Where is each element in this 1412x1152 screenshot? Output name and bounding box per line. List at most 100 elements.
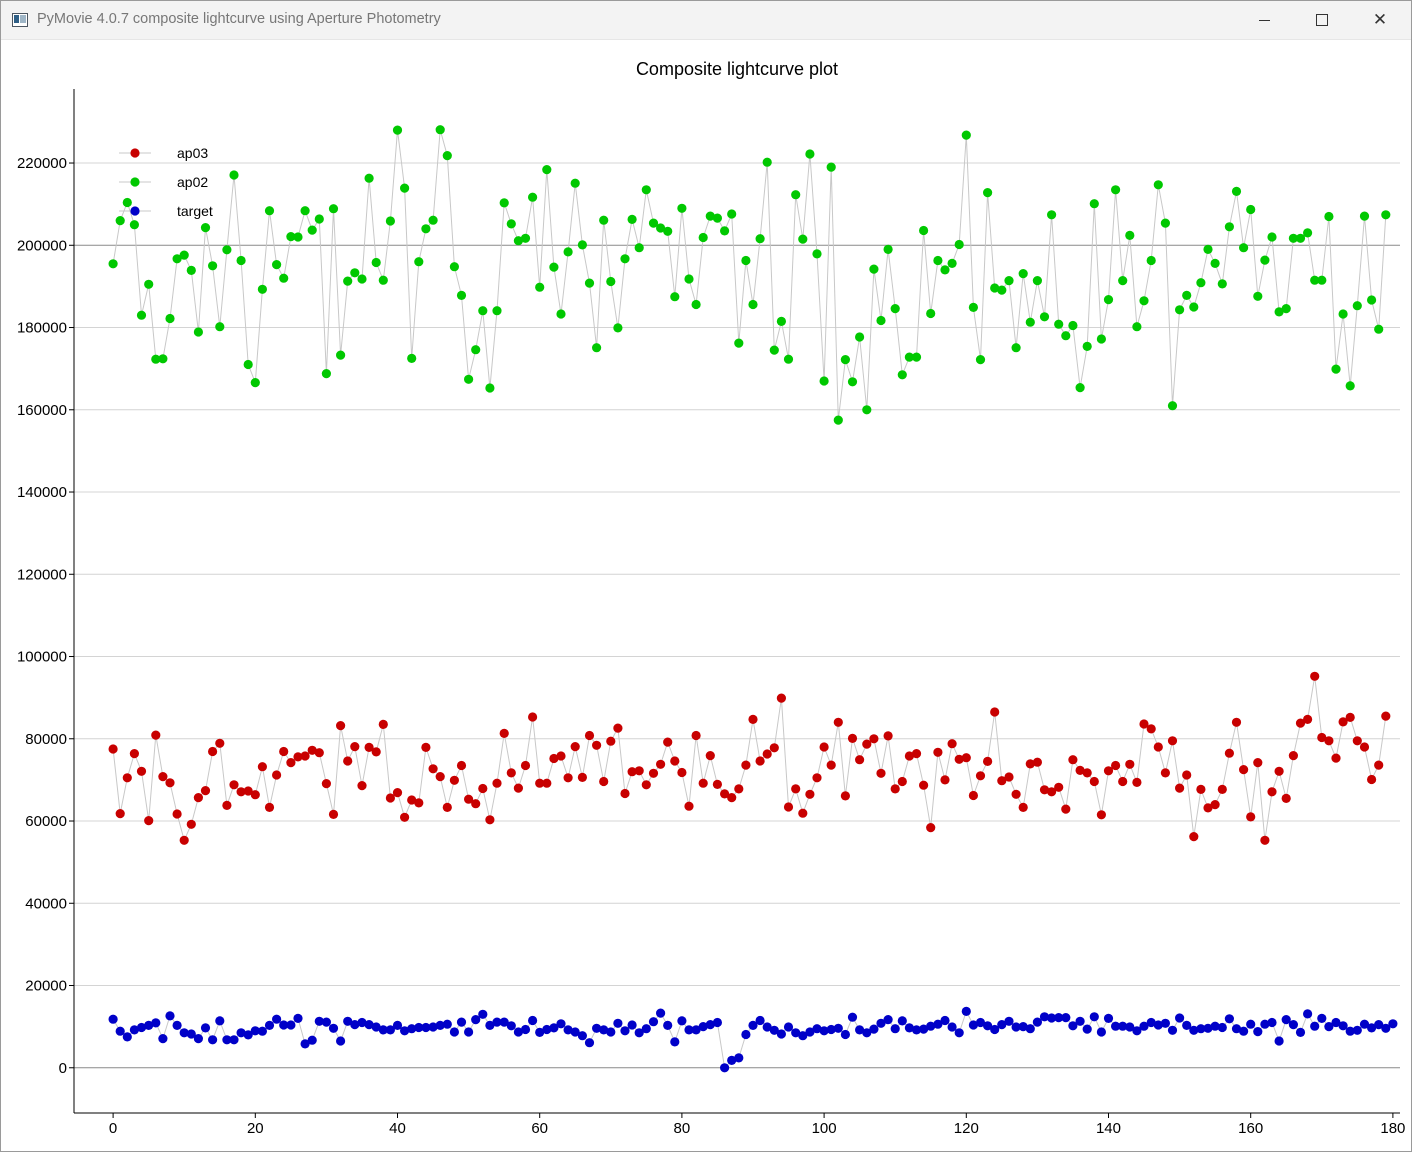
data-point-ap03-101[interactable]: [826, 760, 836, 770]
data-point-ap03-157[interactable]: [1224, 748, 1234, 758]
data-point-target-42[interactable]: [407, 1024, 417, 1034]
data-point-ap02-155[interactable]: [1210, 258, 1220, 268]
data-point-ap03-120[interactable]: [961, 753, 971, 763]
data-point-target-103[interactable]: [840, 1029, 851, 1040]
data-point-ap03-52[interactable]: [478, 783, 488, 794]
data-point-ap02-92[interactable]: [762, 157, 772, 167]
data-point-target-64[interactable]: [563, 1025, 573, 1035]
data-point-target-33[interactable]: [343, 1016, 353, 1026]
data-point-target-180[interactable]: [1388, 1019, 1398, 1029]
data-point-ap02-60[interactable]: [535, 282, 545, 292]
data-point-ap02-15[interactable]: [215, 322, 225, 332]
data-point-ap03-0[interactable]: [108, 744, 118, 754]
data-point-target-46[interactable]: [435, 1020, 445, 1030]
data-point-ap03-125[interactable]: [997, 776, 1007, 786]
data-point-ap02-32[interactable]: [336, 350, 346, 360]
data-point-ap03-15[interactable]: [215, 738, 225, 748]
data-point-ap02-69[interactable]: [599, 215, 609, 225]
data-point-ap02-107[interactable]: [869, 264, 879, 274]
data-point-ap03-144[interactable]: [1132, 777, 1142, 788]
data-point-target-144[interactable]: [1132, 1026, 1142, 1036]
data-point-ap03-140[interactable]: [1103, 766, 1114, 776]
data-point-ap02-31[interactable]: [328, 204, 339, 214]
data-point-target-111[interactable]: [897, 1016, 907, 1026]
data-point-target-20[interactable]: [250, 1026, 260, 1036]
data-point-ap03-134[interactable]: [1061, 804, 1071, 814]
data-point-ap03-91[interactable]: [755, 756, 765, 766]
data-point-ap03-89[interactable]: [741, 760, 751, 770]
data-point-ap02-132[interactable]: [1047, 210, 1057, 220]
data-point-target-93[interactable]: [769, 1025, 779, 1035]
data-point-target-79[interactable]: [670, 1037, 680, 1047]
data-point-target-32[interactable]: [336, 1036, 346, 1046]
data-point-target-10[interactable]: [179, 1028, 189, 1038]
data-point-ap03-150[interactable]: [1175, 783, 1185, 793]
data-point-target-31[interactable]: [328, 1023, 339, 1033]
data-point-ap02-71[interactable]: [613, 323, 623, 333]
data-point-ap03-94[interactable]: [776, 693, 787, 703]
data-point-ap03-145[interactable]: [1139, 719, 1149, 729]
data-point-ap02-172[interactable]: [1331, 364, 1341, 374]
data-point-ap03-13[interactable]: [200, 786, 211, 796]
data-point-target-172[interactable]: [1331, 1017, 1341, 1028]
data-point-ap02-81[interactable]: [684, 274, 694, 284]
data-point-target-19[interactable]: [243, 1030, 253, 1040]
data-point-ap02-52[interactable]: [478, 306, 488, 316]
data-point-ap02-174[interactable]: [1345, 381, 1355, 391]
data-point-target-88[interactable]: [734, 1053, 744, 1063]
data-point-ap03-153[interactable]: [1196, 784, 1206, 795]
data-point-target-147[interactable]: [1153, 1020, 1163, 1030]
data-point-target-133[interactable]: [1054, 1013, 1064, 1023]
data-point-target-132[interactable]: [1047, 1013, 1057, 1023]
data-point-ap03-78[interactable]: [663, 737, 673, 747]
data-point-ap02-177[interactable]: [1367, 295, 1377, 305]
data-point-ap02-161[interactable]: [1253, 291, 1263, 301]
data-point-ap03-29[interactable]: [314, 748, 324, 758]
data-point-target-81[interactable]: [684, 1025, 694, 1035]
data-point-ap03-138[interactable]: [1089, 776, 1099, 787]
data-point-ap03-105[interactable]: [855, 755, 865, 765]
data-point-ap02-21[interactable]: [257, 284, 267, 294]
data-point-target-23[interactable]: [272, 1014, 282, 1024]
data-point-ap02-169[interactable]: [1310, 275, 1320, 285]
data-point-ap03-99[interactable]: [812, 773, 822, 783]
data-point-ap03-104[interactable]: [847, 733, 858, 744]
data-point-ap03-113[interactable]: [911, 749, 922, 759]
data-point-ap02-17[interactable]: [229, 170, 239, 180]
data-point-ap02-29[interactable]: [314, 214, 324, 224]
data-point-target-155[interactable]: [1210, 1021, 1220, 1031]
data-point-ap02-138[interactable]: [1089, 199, 1099, 209]
data-point-target-170[interactable]: [1317, 1013, 1327, 1024]
data-point-ap02-146[interactable]: [1146, 255, 1156, 266]
data-point-target-153[interactable]: [1196, 1024, 1206, 1034]
data-point-ap03-142[interactable]: [1118, 776, 1128, 787]
data-point-ap03-17[interactable]: [229, 780, 239, 790]
data-point-ap02-28[interactable]: [307, 225, 317, 235]
data-point-ap03-85[interactable]: [712, 779, 723, 790]
data-point-target-176[interactable]: [1359, 1019, 1370, 1029]
data-point-target-156[interactable]: [1217, 1022, 1227, 1033]
data-point-target-21[interactable]: [257, 1026, 267, 1036]
data-point-ap03-55[interactable]: [499, 728, 509, 739]
data-point-ap02-64[interactable]: [563, 247, 573, 257]
data-point-ap03-152[interactable]: [1189, 832, 1199, 842]
data-point-ap02-75[interactable]: [641, 185, 651, 195]
data-point-target-102[interactable]: [833, 1023, 843, 1033]
data-point-ap03-50[interactable]: [464, 794, 474, 804]
data-point-target-143[interactable]: [1125, 1022, 1135, 1032]
data-point-target-14[interactable]: [208, 1035, 218, 1045]
data-point-ap03-160[interactable]: [1246, 812, 1256, 822]
data-point-ap02-147[interactable]: [1153, 180, 1163, 190]
data-point-ap03-143[interactable]: [1125, 759, 1135, 769]
data-point-target-165[interactable]: [1281, 1015, 1291, 1025]
data-point-ap03-109[interactable]: [883, 731, 893, 741]
data-point-ap02-145[interactable]: [1139, 296, 1149, 306]
data-point-ap02-168[interactable]: [1303, 228, 1313, 238]
data-point-ap02-140[interactable]: [1103, 295, 1114, 305]
data-point-ap03-58[interactable]: [520, 760, 531, 771]
data-point-ap02-73[interactable]: [627, 214, 637, 224]
data-point-ap03-41[interactable]: [400, 812, 410, 822]
data-point-ap03-1[interactable]: [115, 809, 125, 819]
data-point-ap03-6[interactable]: [151, 730, 161, 740]
